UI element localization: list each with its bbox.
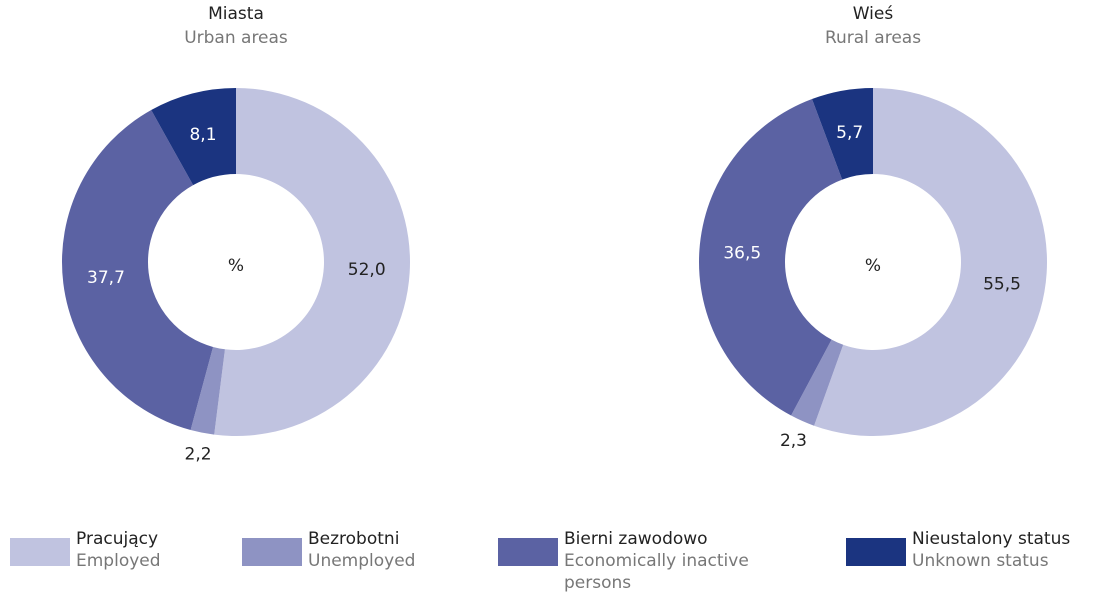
legend-name: Bierni zawodowo <box>564 529 708 549</box>
donut-segment <box>151 88 236 186</box>
legend-swatch <box>846 538 906 566</box>
donut-segment <box>812 88 873 180</box>
legend-swatch <box>10 538 70 566</box>
chart-subtitle: Urban areas <box>184 28 288 48</box>
legend-text: Bezrobotni Unemployed <box>308 528 482 572</box>
legend-text: Pracujący Employed <box>76 528 230 572</box>
data-label: 36,5 <box>723 243 761 263</box>
data-label: 8,1 <box>189 125 216 145</box>
legend-name: Nieustalony status <box>912 529 1071 549</box>
legend-subtitle: Unemployed <box>308 551 416 571</box>
legend-subtitle: Economically inactive persons <box>564 551 749 593</box>
chart-subtitle: Rural areas <box>825 28 921 48</box>
legend-name: Bezrobotni <box>308 529 400 549</box>
data-label: 52,0 <box>348 260 386 280</box>
legend-item: Bierni zawodowo Economically inactive pe… <box>498 528 778 594</box>
legend-item: Pracujący Employed <box>10 528 230 572</box>
legend-text: Bierni zawodowo Economically inactive pe… <box>564 528 778 594</box>
legend-swatch <box>498 538 558 566</box>
data-label: 2,2 <box>185 444 212 464</box>
legend-item: Bezrobotni Unemployed <box>242 528 482 572</box>
legend-swatch <box>242 538 302 566</box>
legend-text: Nieustalony status Unknown status <box>912 528 1093 572</box>
center-label: % <box>865 256 881 276</box>
data-label: 2,3 <box>780 431 807 451</box>
legend-subtitle: Unknown status <box>912 551 1049 571</box>
donut-segment <box>791 339 844 426</box>
data-label: 37,7 <box>87 268 125 288</box>
center-label: % <box>228 256 244 276</box>
legend-name: Pracujący <box>76 529 159 549</box>
charts: Miasta Urban areas 52,0 2,2 37,7 8,1% Wieś Rura… <box>62 4 1048 464</box>
data-label: 5,7 <box>836 123 863 143</box>
donut-segment <box>62 110 214 430</box>
legend-item: Nieustalony status Unknown status <box>846 528 1093 572</box>
legend-subtitle: Employed <box>76 551 161 571</box>
donut-segment <box>698 99 843 416</box>
donut-segment <box>190 346 225 435</box>
donut-segment <box>814 88 1048 436</box>
donut-segment <box>214 88 410 436</box>
chart-title: Wieś <box>853 4 894 24</box>
data-label: 55,5 <box>983 275 1021 295</box>
chart-title: Miasta <box>208 4 264 24</box>
